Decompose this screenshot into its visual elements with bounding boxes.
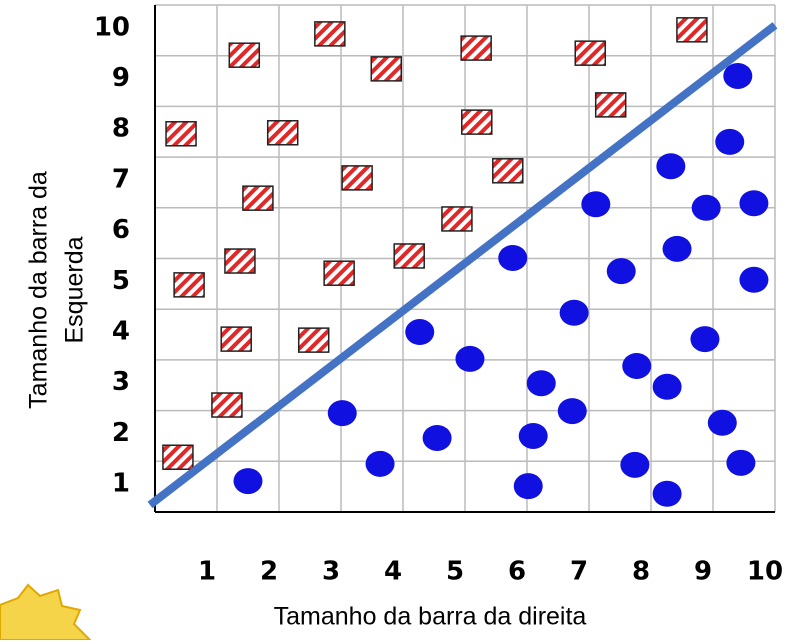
y-tick-label: 6 — [112, 215, 130, 245]
circle-point — [607, 258, 636, 284]
square-point — [174, 273, 204, 297]
x-axis-title: Tamanho da barra da direita — [274, 603, 587, 631]
x-tick-label: 3 — [322, 557, 340, 587]
circle-point — [234, 468, 263, 494]
x-tick-label: 1 — [198, 557, 216, 587]
x-tick-label: 4 — [384, 557, 402, 587]
y-tick-label: 7 — [112, 164, 130, 194]
y-axis-title: Esquerda — [61, 236, 89, 343]
circle-point — [328, 400, 357, 426]
circle-point — [405, 319, 434, 345]
circle-point — [622, 353, 651, 379]
square-point — [229, 43, 259, 67]
square-point — [462, 110, 492, 134]
circle-point — [653, 374, 682, 400]
circle-point — [726, 450, 755, 476]
circle-point — [653, 481, 682, 507]
y-tick-label: 5 — [112, 266, 130, 296]
square-point — [442, 207, 472, 231]
circle-point — [366, 451, 395, 477]
x-tick-label: 7 — [570, 557, 588, 587]
x-tick-label: 9 — [694, 557, 712, 587]
y-tick-label: 10 — [94, 12, 130, 42]
circle-point — [739, 190, 768, 216]
chart: Tamanho da barra da direita Tamanho da b… — [0, 0, 807, 640]
circle-point — [708, 410, 737, 436]
square-point — [342, 166, 372, 190]
circle-point — [620, 452, 649, 478]
square-point — [324, 261, 354, 285]
circle-point — [519, 423, 548, 449]
square-point — [394, 244, 424, 268]
square-point — [299, 328, 329, 352]
x-tick-label: 8 — [632, 557, 650, 587]
circle-point — [723, 63, 752, 89]
circle-point — [558, 398, 587, 424]
y-tick-label: 4 — [112, 317, 130, 347]
y-tick-label: 2 — [112, 418, 130, 448]
circle-point — [560, 300, 589, 326]
square-point — [163, 445, 193, 469]
y-axis-title: Tamanho da barra da — [25, 171, 53, 409]
y-tick-label: 8 — [112, 114, 130, 144]
square-point — [212, 393, 242, 417]
square-point — [221, 327, 251, 351]
circle-point — [739, 267, 768, 293]
y-tick-label: 9 — [112, 63, 130, 93]
square-point — [461, 36, 491, 60]
y-tick-label: 1 — [112, 469, 130, 499]
circle-point — [514, 473, 543, 499]
circle-point — [498, 245, 527, 271]
decoration — [0, 585, 90, 640]
circle-point — [715, 129, 744, 155]
circle-point — [690, 326, 719, 352]
square-point — [268, 121, 298, 145]
square-point — [225, 249, 255, 273]
square-point — [243, 186, 273, 210]
square-point — [575, 41, 605, 65]
x-tick-label: 5 — [446, 557, 464, 587]
circle-point — [581, 191, 610, 217]
circle-point — [656, 153, 685, 179]
square-point — [493, 159, 523, 183]
circle-point — [527, 370, 556, 396]
square-point — [315, 22, 345, 46]
square-point — [166, 122, 196, 146]
x-tick-label: 6 — [508, 557, 526, 587]
circle-point — [663, 236, 692, 262]
circle-point — [455, 346, 484, 372]
y-tick-label: 3 — [112, 367, 130, 397]
square-point — [677, 18, 707, 42]
x-tick-label: 2 — [260, 557, 278, 587]
circle-point — [423, 425, 452, 451]
circle-point — [692, 195, 721, 221]
x-tick-label: 10 — [747, 557, 783, 587]
square-point — [371, 57, 401, 81]
square-point — [596, 93, 626, 117]
